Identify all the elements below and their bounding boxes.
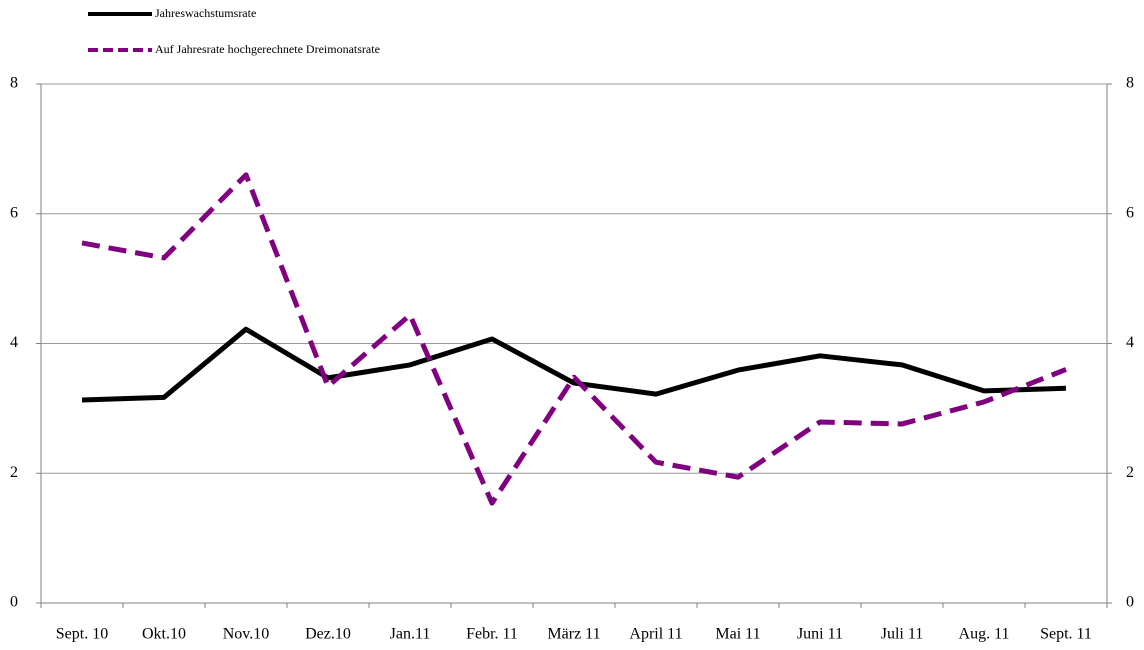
y-tick-label: 6 [10, 204, 18, 221]
y2-tick-label: 8 [1126, 75, 1134, 92]
x-tick-label: Juni 11 [797, 626, 843, 643]
x-tick-label: Aug. 11 [959, 626, 1010, 643]
y2-tick-label: 6 [1126, 204, 1134, 221]
x-tick-label: Dez.10 [305, 626, 351, 643]
legend-label: Jahreswachstumsrate [155, 6, 256, 20]
y2-tick-label: 2 [1126, 464, 1134, 481]
x-tick-label: Sept. 10 [56, 626, 108, 643]
x-tick-label: März 11 [547, 626, 600, 643]
x-tick-label: Juli 11 [881, 626, 924, 643]
y2-tick-label: 4 [1126, 334, 1134, 351]
y-tick-label: 4 [10, 334, 18, 351]
x-tick-label: Jan.11 [390, 626, 431, 643]
x-tick-label: Febr. 11 [466, 626, 518, 643]
y-tick-label: 8 [10, 75, 18, 92]
x-tick-label: Nov.10 [223, 626, 270, 643]
series-line [81, 326, 1067, 403]
legend-label: Auf Jahresrate hochgerechnete Dreimonats… [155, 42, 380, 56]
y-tick-label: 2 [10, 464, 18, 481]
x-tick-label: Okt.10 [142, 626, 186, 643]
y2-tick-label: 0 [1126, 594, 1134, 611]
x-tick-label: Sept. 11 [1040, 626, 1092, 643]
x-tick-label: Mai 11 [715, 626, 760, 643]
legend: Jahreswachstumsrate Auf Jahresrate hochge… [88, 6, 380, 56]
x-tick-label: April 11 [629, 626, 682, 643]
series-line [81, 172, 1067, 506]
y-tick-label: 0 [10, 594, 18, 611]
